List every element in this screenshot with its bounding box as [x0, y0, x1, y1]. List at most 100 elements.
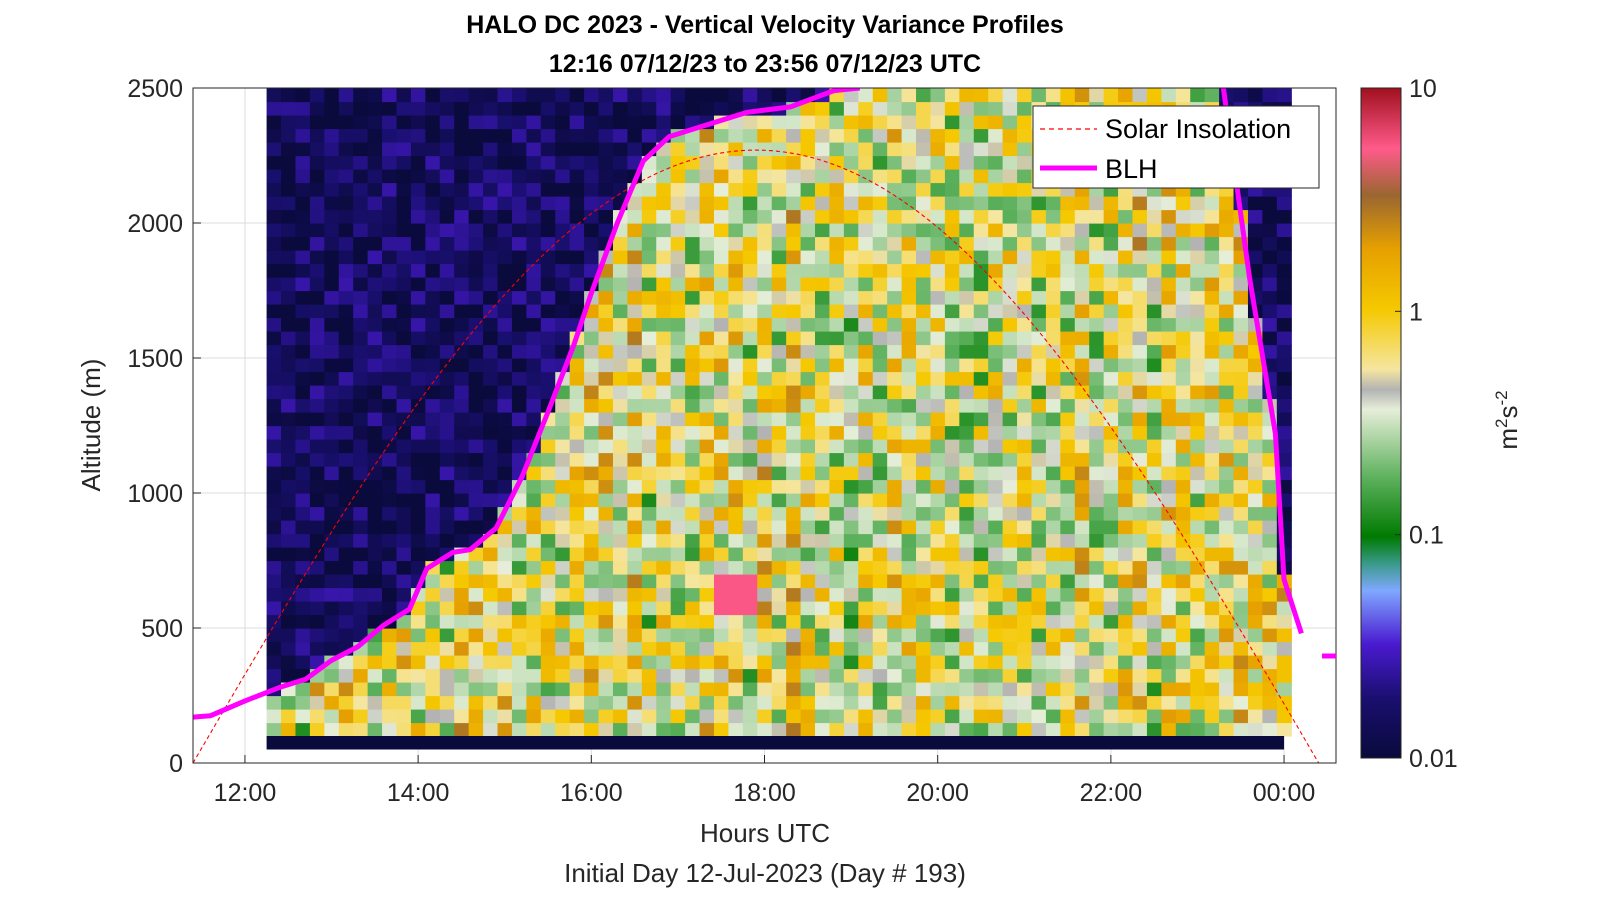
heatmap-cell [670, 169, 686, 184]
heatmap-cell [1031, 722, 1047, 737]
heatmap-cell [367, 547, 383, 562]
heatmap-cell [1233, 641, 1249, 656]
heatmap-cell [382, 493, 398, 508]
heatmap-cell [1045, 371, 1061, 386]
heatmap-cell [309, 196, 325, 211]
heatmap-cell [612, 88, 628, 103]
heatmap-cell [1045, 655, 1061, 670]
heatmap-cell [944, 547, 960, 562]
heatmap-cell [598, 493, 614, 508]
heatmap-cell [598, 641, 614, 656]
heatmap-cell [627, 709, 643, 724]
heatmap-cell [396, 344, 412, 359]
heatmap-cell [454, 709, 470, 724]
heatmap-cell [887, 587, 903, 602]
heatmap-cell [699, 682, 715, 697]
heatmap-cell [338, 398, 354, 413]
heatmap-cell [1017, 169, 1033, 184]
heatmap-cell [1074, 250, 1090, 265]
heatmap-cell [497, 722, 513, 737]
heatmap-cell [728, 722, 744, 737]
heatmap-cell [670, 439, 686, 454]
heatmap-cell [887, 236, 903, 251]
heatmap-cell [353, 88, 369, 103]
heatmap-cell [309, 290, 325, 305]
heatmap-cell [410, 236, 426, 251]
heatmap-cell [887, 439, 903, 454]
heatmap-cell [685, 682, 701, 697]
heatmap-cell [324, 290, 340, 305]
heatmap-cell [454, 695, 470, 710]
heatmap-cell [1161, 304, 1177, 319]
heatmap-cell [786, 344, 802, 359]
heatmap-cell [699, 263, 715, 278]
heatmap-cell [973, 317, 989, 332]
heatmap-cell [396, 547, 412, 562]
heatmap-cell [786, 331, 802, 346]
heatmap-cell [1017, 425, 1033, 440]
heatmap-cell [295, 533, 311, 548]
heatmap-cell [612, 520, 628, 535]
heatmap-cell [612, 344, 628, 359]
heatmap-cell [1146, 506, 1162, 521]
heatmap-cell [771, 236, 787, 251]
heatmap-cell [815, 493, 831, 508]
heatmap-cell [353, 709, 369, 724]
heatmap-cell [901, 304, 917, 319]
heatmap-cell [396, 533, 412, 548]
heatmap-cell [641, 344, 657, 359]
heatmap-cell [309, 547, 325, 562]
heatmap-cell [685, 425, 701, 440]
heatmap-cell [699, 587, 715, 602]
heatmap-cell [973, 115, 989, 130]
heatmap-cell [641, 263, 657, 278]
heatmap-cell [959, 547, 975, 562]
heatmap-cell [872, 425, 888, 440]
heatmap-cell [699, 398, 715, 413]
heatmap-cell [1045, 196, 1061, 211]
heatmap-cell [367, 277, 383, 292]
heatmap-cell [829, 452, 845, 467]
heatmap-cell [1031, 317, 1047, 332]
heatmap-cell [324, 493, 340, 508]
heatmap-cell [944, 574, 960, 589]
heatmap-cell [1002, 628, 1018, 643]
heatmap-cell [973, 628, 989, 643]
heatmap-cell [1204, 520, 1220, 535]
heatmap-cell [1118, 722, 1134, 737]
heatmap-cell [656, 115, 672, 130]
heatmap-cell [973, 169, 989, 184]
heatmap-cell [1161, 250, 1177, 265]
heatmap-cell [410, 709, 426, 724]
heatmap-cell [930, 250, 946, 265]
heatmap-cell [598, 574, 614, 589]
heatmap-cell [1262, 236, 1278, 251]
heatmap-cell [454, 182, 470, 197]
heatmap-cell [1089, 533, 1105, 548]
heatmap-cell [887, 533, 903, 548]
heatmap-cell [266, 601, 282, 616]
heatmap-cell [1161, 628, 1177, 643]
heatmap-cell [309, 493, 325, 508]
heatmap-cell [1161, 506, 1177, 521]
heatmap-cell [959, 142, 975, 157]
heatmap-cell [1190, 614, 1206, 629]
heatmap-cell [1276, 641, 1292, 656]
heatmap-cell [526, 250, 542, 265]
heatmap-cell [988, 560, 1004, 575]
heatmap-cell [656, 277, 672, 292]
heatmap-cell [901, 128, 917, 143]
heatmap-cell [713, 560, 730, 575]
heatmap-cell [930, 142, 946, 157]
heatmap-cell [670, 587, 686, 602]
heatmap-cell [309, 425, 325, 440]
heatmap-cell [1017, 398, 1033, 413]
heatmap-cell [295, 479, 311, 494]
heatmap-cell [526, 331, 542, 346]
heatmap-cell [728, 358, 744, 373]
heatmap-cell [699, 614, 715, 629]
heatmap-cell [656, 533, 672, 548]
heatmap-cell [324, 223, 340, 238]
heatmap-cell [584, 641, 600, 656]
heatmap-cell [627, 628, 643, 643]
